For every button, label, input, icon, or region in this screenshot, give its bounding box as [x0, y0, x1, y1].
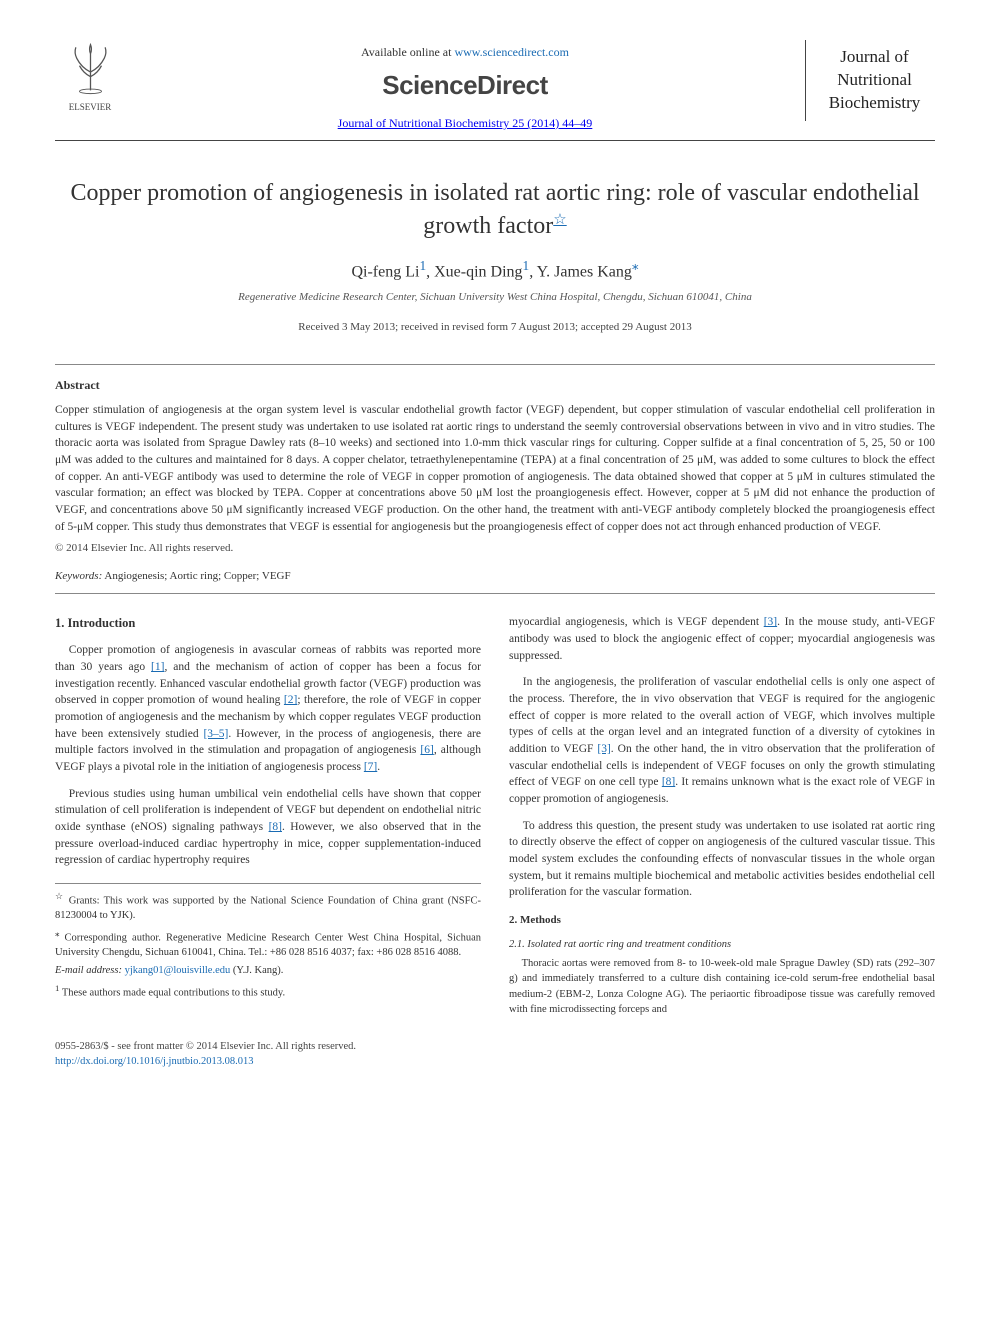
paragraph: In the angiogenesis, the proliferation o… [509, 674, 935, 807]
divider [55, 364, 935, 365]
abstract-copyright: © 2014 Elsevier Inc. All rights reserved… [55, 541, 935, 557]
footnote-grant: ☆ Grants: This work was supported by the… [55, 890, 481, 924]
sciencedirect-url-link[interactable]: www.sciencedirect.com [454, 45, 569, 59]
email-label: E-mail address: [55, 965, 122, 976]
page-container: ELSEVIER Available online at www.science… [0, 0, 990, 1100]
affiliation: Regenerative Medicine Research Center, S… [55, 290, 935, 306]
publisher-name: ELSEVIER [55, 101, 125, 114]
keywords-text: Angiogenesis; Aortic ring; Copper; VEGF [104, 570, 290, 582]
email-suffix: (Y.J. Kang). [233, 965, 284, 976]
author-note-link[interactable]: 1 [523, 258, 530, 273]
paragraph: Thoracic aortas were removed from 8- to … [509, 956, 935, 1017]
footnote-corresponding: ⁎ Corresponding author. Regenerative Med… [55, 927, 481, 961]
citation-link[interactable]: [1] [151, 661, 164, 673]
footnote-equal-text: These authors made equal contributions t… [62, 987, 285, 998]
journal-cover-line: Journal of [818, 46, 931, 69]
keywords: Keywords: Angiogenesis; Aortic ring; Cop… [55, 569, 935, 585]
elsevier-tree-icon [63, 40, 118, 95]
title-text: Copper promotion of angiogenesis in isol… [70, 180, 919, 238]
paragraph: To address this question, the present st… [509, 818, 935, 901]
subsection-heading: 2.1. Isolated rat aortic ring and treatm… [509, 937, 935, 952]
abstract-body: Copper stimulation of angiogenesis at th… [55, 404, 935, 533]
footnote-equal: 1 These authors made equal contributions… [55, 982, 481, 1001]
available-online: Available online at www.sciencedirect.co… [125, 44, 805, 61]
footnote-email: E-mail address: yjkang01@louisville.edu … [55, 964, 481, 979]
author-note-link[interactable]: 1 [419, 258, 426, 273]
citation-link[interactable]: [7] [364, 761, 377, 773]
citation-link[interactable]: [2] [284, 694, 297, 706]
footnote-corr-text: Corresponding author. Regenerative Medic… [55, 933, 481, 959]
keywords-label: Keywords: [55, 570, 102, 582]
citation-link[interactable]: [8] [269, 821, 282, 833]
citation-link[interactable]: [3] [764, 616, 777, 628]
section-heading: 1. Introduction [55, 614, 481, 632]
doi-link[interactable]: http://dx.doi.org/10.1016/j.jnutbio.2013… [55, 1056, 253, 1067]
footnote-grant-text: Grants: This work was supported by the N… [55, 896, 481, 922]
publisher-logo: ELSEVIER [55, 40, 125, 114]
corresponding-author-link[interactable]: ⁎ [632, 258, 639, 273]
paragraph: Copper promotion of angiogenesis in avas… [55, 642, 481, 775]
body-columns: 1. Introduction Copper promotion of angi… [55, 614, 935, 1017]
citation-link[interactable]: [8] [662, 776, 675, 788]
article-dates: Received 3 May 2013; received in revised… [55, 320, 935, 336]
abstract-heading: Abstract [55, 377, 935, 394]
journal-cover: Journal of Nutritional Biochemistry [805, 40, 935, 121]
citation-link[interactable]: [6] [420, 744, 433, 756]
journal-reference-link[interactable]: Journal of Nutritional Biochemistry 25 (… [338, 116, 593, 130]
available-prefix: Available online at [361, 45, 454, 59]
author-list: Qi-feng Li1, Xue-qin Ding1, Y. James Kan… [55, 256, 935, 284]
sciencedirect-brand: ScienceDirect [125, 67, 805, 105]
front-matter-footer: 0955-2863/$ - see front matter © 2014 El… [55, 1039, 935, 1069]
footnotes: ☆ Grants: This work was supported by the… [55, 883, 481, 1001]
center-header: Available online at www.sciencedirect.co… [125, 40, 805, 132]
paragraph: Previous studies using human umbilical v… [55, 786, 481, 869]
section-heading: 2. Methods [509, 913, 935, 929]
abstract-text: Copper stimulation of angiogenesis at th… [55, 402, 935, 535]
paragraph: myocardial angiogenesis, which is VEGF d… [509, 614, 935, 664]
email-link[interactable]: yjkang01@louisville.edu [125, 965, 231, 976]
front-matter-line: 0955-2863/$ - see front matter © 2014 El… [55, 1039, 935, 1054]
divider [55, 593, 935, 594]
title-footnote-link[interactable]: ☆ [553, 212, 566, 228]
citation-link[interactable]: [3] [597, 743, 610, 755]
citation-link[interactable]: [3–5] [203, 728, 228, 740]
journal-cover-line: Biochemistry [818, 92, 931, 115]
header: ELSEVIER Available online at www.science… [55, 40, 935, 141]
article-title: Copper promotion of angiogenesis in isol… [55, 177, 935, 242]
journal-cover-line: Nutritional [818, 69, 931, 92]
